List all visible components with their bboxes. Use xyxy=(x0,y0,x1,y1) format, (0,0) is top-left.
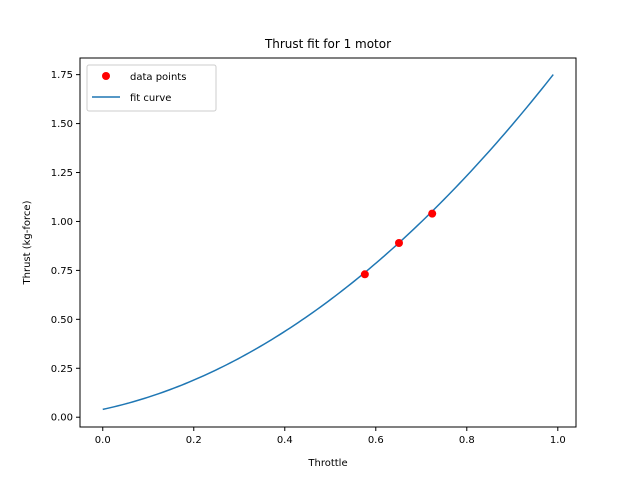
x-tick-label: 0.6 xyxy=(368,435,384,446)
x-tick-label: 0.4 xyxy=(277,435,293,446)
legend-marker-data-points xyxy=(102,72,110,80)
x-axis-ticks: 0.0 0.2 0.4 0.6 0.8 1.0 xyxy=(95,427,566,446)
y-tick-label: 0.00 xyxy=(51,413,73,424)
series-layer xyxy=(102,74,554,411)
legend: data points fit curve xyxy=(86,64,217,112)
data-point xyxy=(428,209,437,218)
data-point xyxy=(394,238,403,247)
x-tick-label: 0.0 xyxy=(95,435,111,446)
plot-area xyxy=(79,57,577,428)
y-tick-label: 1.75 xyxy=(51,70,73,81)
axes-frame xyxy=(79,57,577,428)
x-tick-label: 1.0 xyxy=(550,435,566,446)
y-tick-label: 1.00 xyxy=(51,217,73,228)
x-axis-label: Throttle xyxy=(307,458,347,469)
y-tick-label: 0.75 xyxy=(51,266,73,277)
x-tick-label: 0.8 xyxy=(459,435,475,446)
data-point xyxy=(360,270,369,279)
y-axis-label: Thrust (kg-force) xyxy=(22,200,33,285)
y-tick-label: 0.25 xyxy=(51,364,73,375)
x-tick-label: 0.2 xyxy=(186,435,202,446)
legend-label-data-points: data points xyxy=(130,72,186,83)
y-tick-label: 1.25 xyxy=(51,168,73,179)
legend-box xyxy=(86,64,217,112)
legend-label-fit-curve: fit curve xyxy=(130,93,171,104)
chart-title: Thrust fit for 1 motor xyxy=(264,37,391,51)
fit-curve-line xyxy=(102,74,554,411)
y-axis-ticks: 0.00 0.25 0.50 0.75 1.00 1.25 1.50 1.75 xyxy=(51,70,80,424)
y-tick-label: 0.50 xyxy=(51,315,73,326)
y-tick-label: 1.50 xyxy=(51,119,73,130)
